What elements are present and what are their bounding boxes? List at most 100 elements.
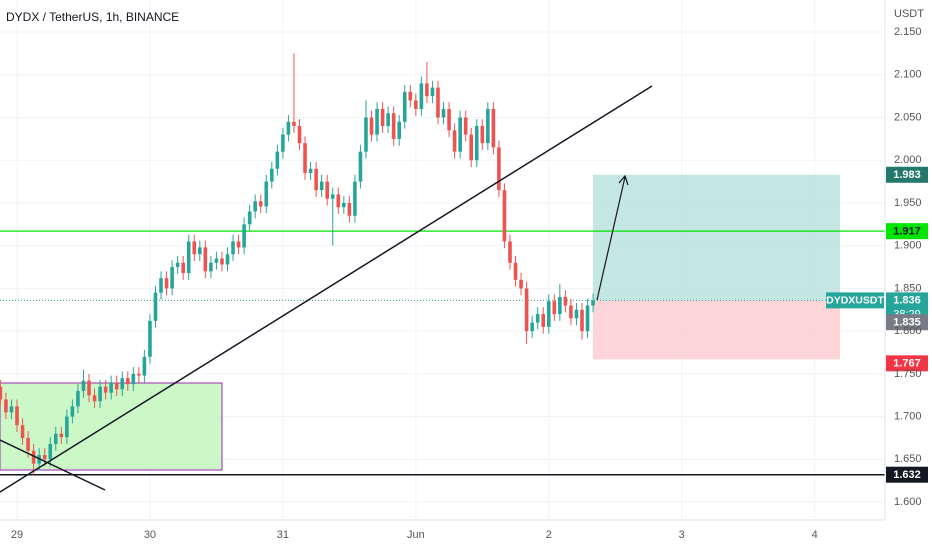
candle-body: [308, 168, 313, 174]
x-tick-label: 30: [144, 529, 156, 541]
y-tick-label: 1.750: [894, 368, 922, 380]
trend-line: [0, 85, 653, 493]
candle-body: [480, 126, 485, 144]
candle-body: [70, 406, 75, 417]
candle-body: [452, 130, 457, 152]
y-tick-label: 1.950: [894, 197, 922, 209]
y-tick-label: 2.150: [894, 26, 922, 38]
candle-body: [114, 382, 119, 390]
price-tag-label: 1.983: [893, 169, 921, 181]
candle-body: [497, 147, 501, 191]
candle-body: [247, 211, 252, 225]
candle-body: [225, 254, 230, 265]
candle-body: [270, 168, 274, 182]
x-tick-label: 2: [546, 529, 552, 541]
candle-body: [59, 433, 64, 438]
candle-body: [192, 241, 197, 255]
price-tag: [886, 355, 928, 372]
candle-body: [76, 390, 80, 407]
candle-body: [53, 433, 58, 444]
candle-body: [31, 450, 36, 464]
candle-body: [26, 437, 30, 451]
target-zone: [593, 174, 840, 301]
candle-body: [181, 262, 185, 274]
candle-body: [502, 190, 507, 242]
candle-body: [197, 247, 202, 255]
candle-body: [103, 386, 108, 393]
candle-body: [286, 121, 291, 135]
candle-body: [186, 241, 191, 274]
symbol-tag: [826, 292, 884, 309]
price-tag: [886, 166, 928, 183]
candle-body: [552, 301, 557, 315]
candle-body: [253, 201, 257, 212]
candle-body: [347, 202, 352, 216]
candle-body: [519, 279, 523, 289]
price-tag-label: 1.835: [893, 317, 921, 329]
candle-body: [524, 288, 529, 332]
candle-body: [591, 300, 595, 306]
candle-body: [419, 83, 424, 109]
candle-body: [508, 241, 512, 263]
candle-body: [203, 247, 208, 272]
candle-body: [303, 143, 307, 174]
price-tag-label: 1.836: [893, 294, 921, 306]
y-tick-label: 1.800: [894, 325, 922, 337]
arrow: [596, 176, 626, 301]
candle-body: [0, 386, 3, 400]
y-tick-label: 1.600: [894, 496, 922, 508]
candle-body: [408, 91, 413, 101]
y-tick-label: 2.000: [894, 154, 922, 166]
candle-body: [4, 399, 8, 413]
plot: [0, 53, 885, 476]
price-tag: [886, 223, 928, 240]
candle-body: [236, 241, 241, 248]
candle-body: [425, 83, 429, 97]
arrow-head: [618, 174, 629, 186]
candle-body: [142, 356, 147, 376]
candle-body: [242, 224, 246, 248]
candle-body: [402, 91, 407, 122]
x-tick-label: 29: [11, 529, 23, 541]
symbol-label: DYDXUSDT: [826, 295, 884, 307]
x-tick-label: 3: [679, 529, 685, 541]
candle-body: [491, 108, 496, 148]
candle-body: [81, 380, 86, 391]
y-tick-label: 2.050: [894, 111, 922, 123]
candle-body: [220, 258, 224, 265]
candle-body: [430, 87, 435, 97]
y-tick-label: 1.850: [894, 282, 922, 294]
y-tick-label: 1.900: [894, 240, 922, 252]
candle-body: [414, 100, 418, 109]
candle-body: [474, 126, 479, 161]
candle-body: [159, 278, 163, 293]
price-tag-label: 1.767: [893, 358, 921, 370]
time-axis: [0, 520, 885, 550]
candle-body: [391, 113, 396, 139]
candle-body: [325, 181, 330, 199]
candle-body: [258, 201, 263, 207]
candle-body: [131, 373, 136, 385]
candle-body: [153, 292, 158, 321]
candle-body: [558, 296, 562, 315]
candle-body: [436, 87, 440, 118]
candle-body: [364, 117, 368, 152]
candle-body: [20, 425, 25, 438]
candle-body: [530, 322, 534, 332]
candle-body: [281, 134, 285, 152]
candle-body: [65, 416, 69, 438]
candle-body: [358, 151, 363, 182]
candle-body: [48, 443, 53, 460]
chart-title: DYDX / TetherUS, 1h, BINANCE: [6, 10, 179, 24]
candle-body: [42, 455, 47, 460]
price-tag: [886, 466, 928, 483]
price-tag-label: 1.632: [893, 469, 921, 481]
candle-body: [125, 378, 130, 385]
candle-body: [109, 382, 113, 393]
candle-body: [175, 262, 180, 268]
candle-body: [148, 320, 152, 357]
candle-body: [458, 117, 462, 152]
candle-body: [164, 278, 169, 289]
